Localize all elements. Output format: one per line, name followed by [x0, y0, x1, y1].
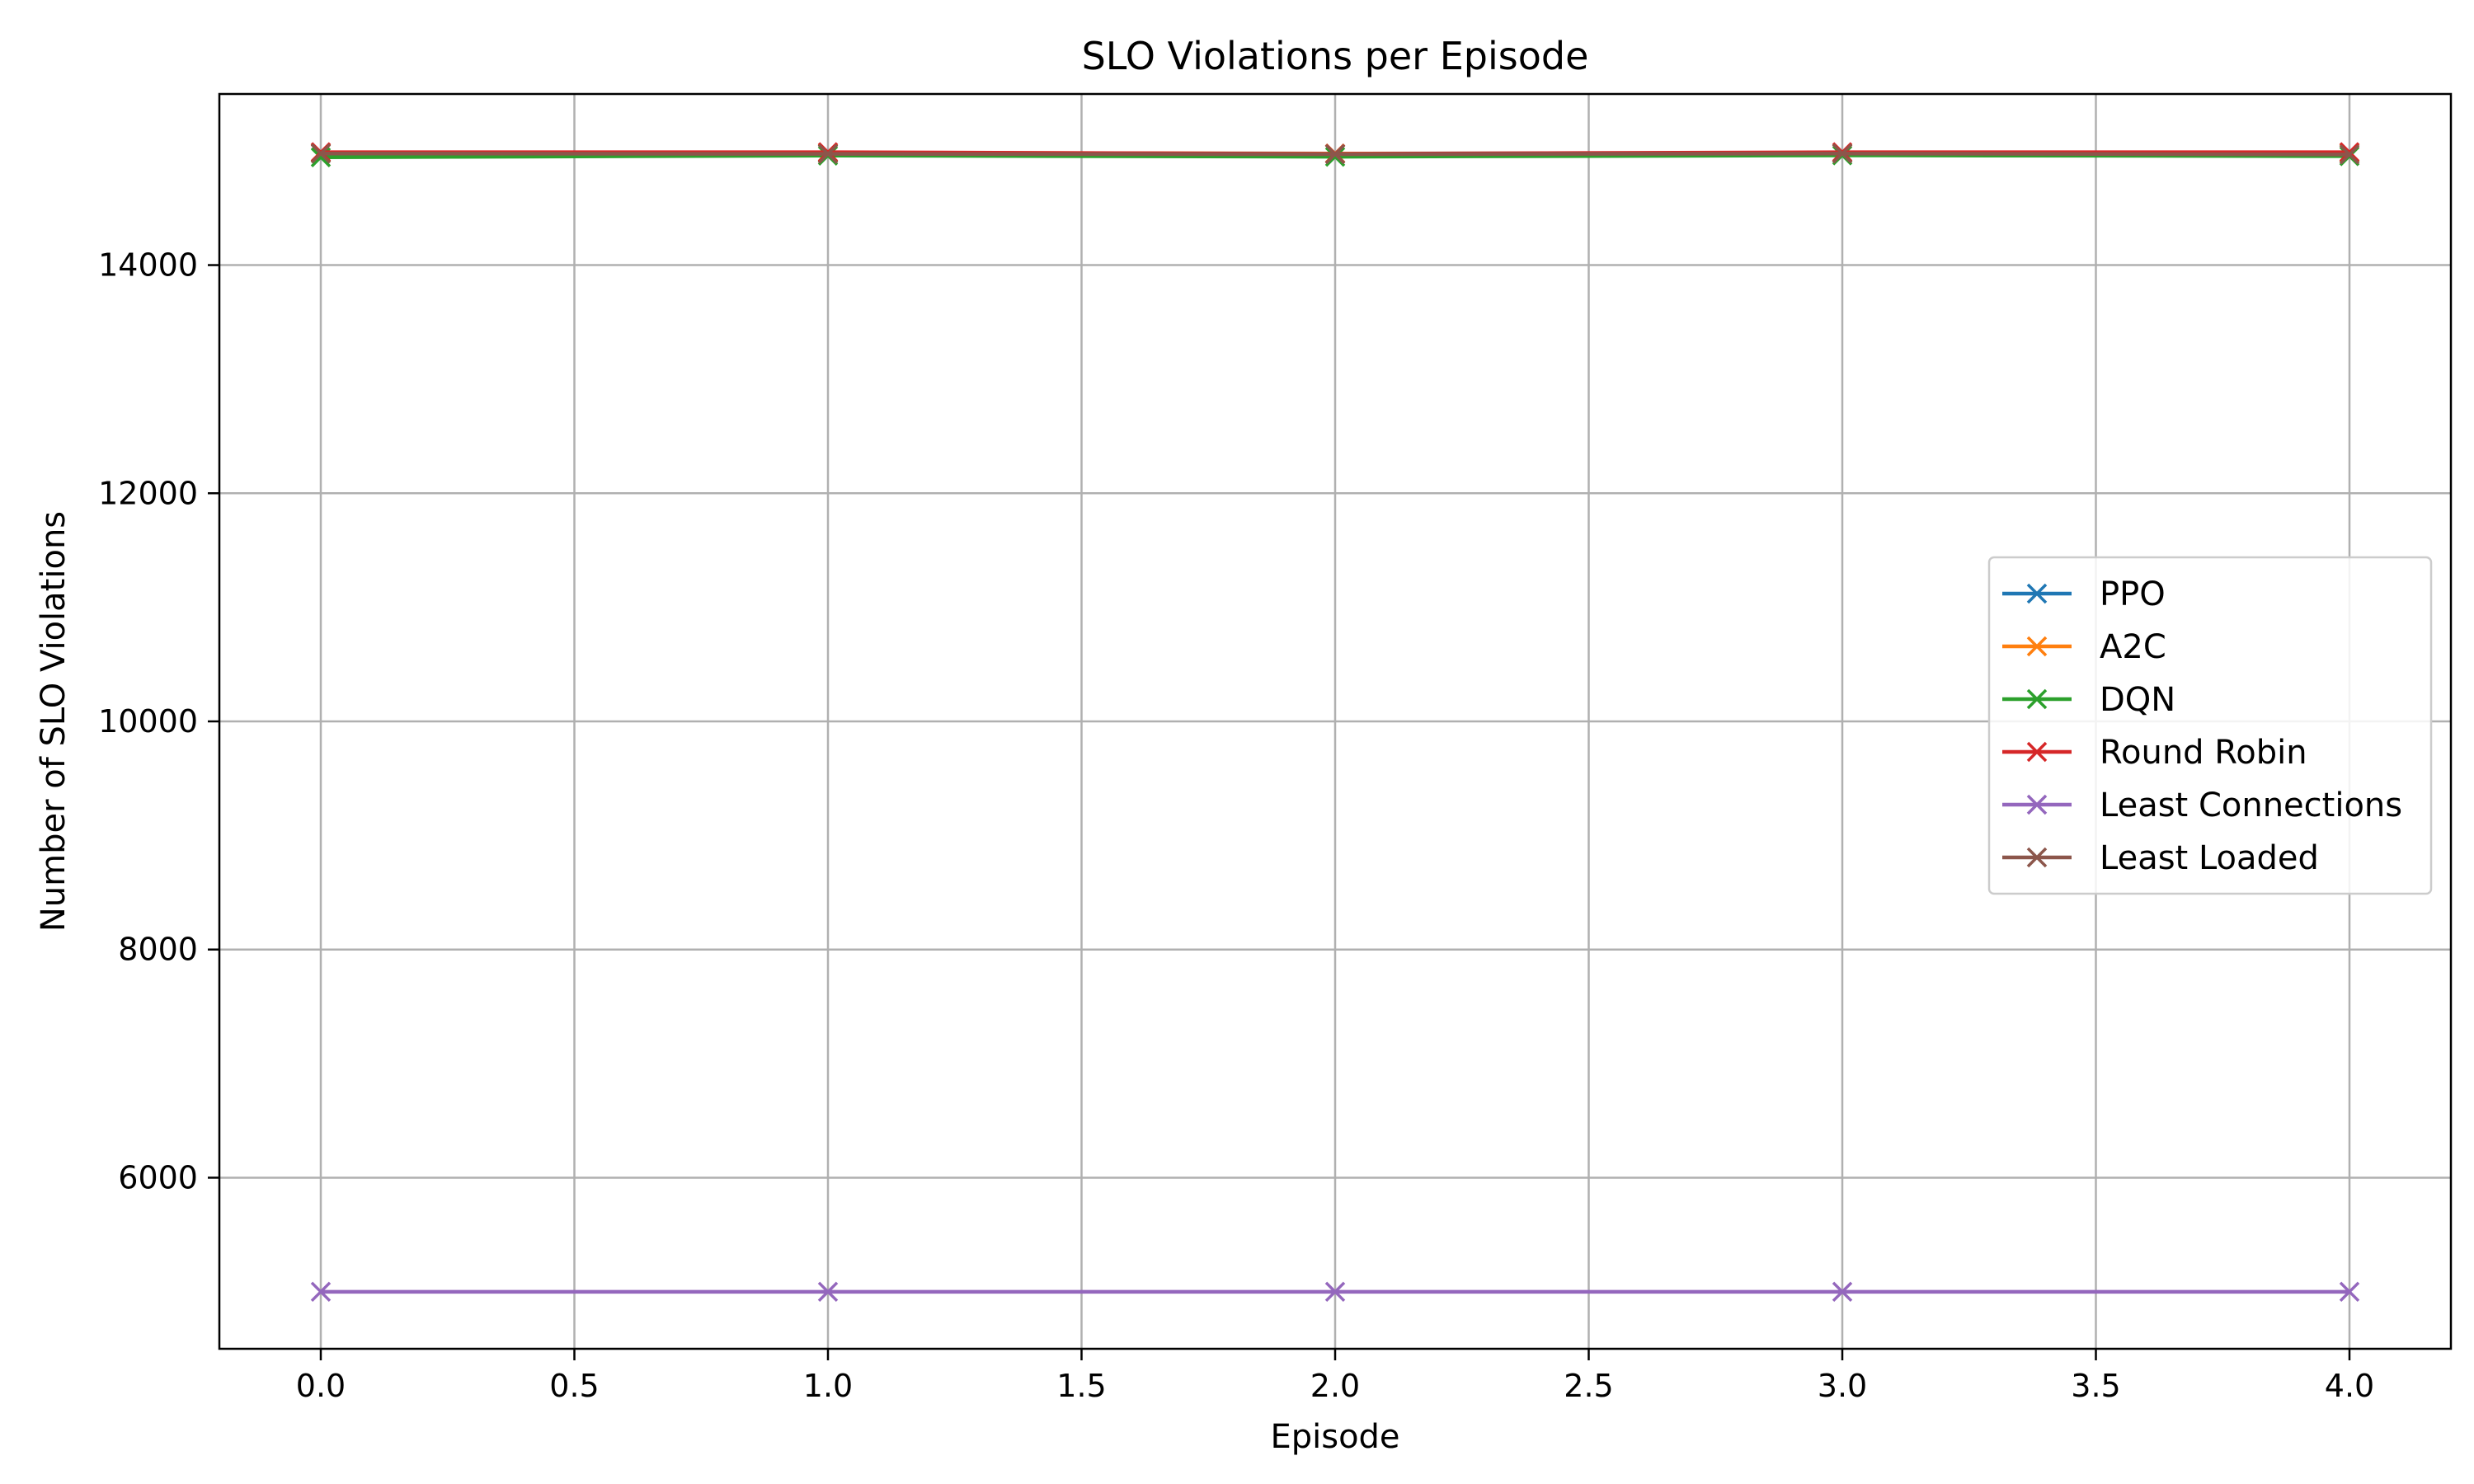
legend-label: PPO	[2100, 575, 2166, 613]
legend-entry-a2c: A2C	[2002, 628, 2166, 666]
legend-box	[1987, 556, 2433, 895]
legend-label: Round Robin	[2100, 734, 2307, 772]
data-point-least-loaded	[310, 143, 332, 164]
data-point-least-connections	[1832, 1281, 1853, 1303]
y-axis-label: Number of SLO Violations	[35, 511, 73, 932]
data-point-least-connections	[817, 1281, 839, 1303]
y-tick-label: 10000	[98, 703, 198, 740]
x-axis-ticks: 0.0 0.5 1.0 1.5 2.0 2.5 3.0 3.5 4.0	[296, 1349, 2374, 1404]
x-tick-label: 3.0	[1818, 1368, 1867, 1404]
series-least-loaded	[310, 143, 2360, 165]
legend-entry-least-loaded: Least Loaded	[2002, 839, 2319, 877]
series-layer	[310, 142, 2360, 1303]
data-point-least-loaded	[1324, 143, 1346, 165]
x-tick-label: 2.5	[1564, 1368, 1613, 1404]
legend-entry-least-connections: Least Connections	[2002, 787, 2402, 824]
legend-marker	[2026, 794, 2048, 815]
x-tick-label: 1.5	[1056, 1368, 1106, 1404]
legend-label: DQN	[2100, 681, 2175, 719]
x-axis-label: Episode	[1270, 1418, 1399, 1456]
legend-marker	[2026, 583, 2048, 604]
data-point-least-connections	[1324, 1281, 1346, 1303]
data-point-dqn	[1324, 146, 1346, 167]
data-point-least-loaded	[2339, 144, 2360, 165]
x-tick-label: 0.5	[549, 1368, 599, 1404]
y-tick-label: 8000	[118, 932, 198, 968]
x-tick-label: 1.0	[803, 1368, 853, 1404]
data-point-least-loaded	[1832, 143, 1853, 164]
chart-title: SLO Violations per Episode	[1082, 34, 1589, 78]
series-least-connections	[310, 1281, 2360, 1303]
data-point-least-connections	[310, 1281, 332, 1303]
y-tick-label: 14000	[98, 247, 198, 284]
legend-marker	[2026, 847, 2048, 868]
legend: PPO A2C DQN Round Robin Least Connections Lea…	[1987, 556, 2433, 895]
data-point-round-robin	[2339, 142, 2360, 162]
grid-lines	[219, 94, 2451, 1349]
y-tick-label: 6000	[118, 1159, 198, 1195]
legend-label: Least Loaded	[2100, 839, 2319, 877]
data-point-least-connections	[2339, 1281, 2360, 1303]
y-tick-label: 12000	[98, 475, 198, 511]
legend-marker	[2026, 741, 2048, 763]
x-tick-label: 4.0	[2325, 1368, 2374, 1404]
x-tick-label: 3.5	[2071, 1368, 2120, 1404]
legend-marker	[2026, 636, 2048, 657]
y-axis-ticks: 6000 8000 10000 12000 14000	[98, 247, 219, 1195]
data-point-least-loaded	[817, 143, 839, 164]
legend-entry-dqn: DQN	[2002, 681, 2175, 719]
legend-label: A2C	[2100, 628, 2166, 666]
legend-entry-round-robin: Round Robin	[2002, 734, 2307, 772]
x-tick-label: 0.0	[296, 1368, 346, 1404]
x-tick-label: 2.0	[1310, 1368, 1360, 1404]
legend-entry-ppo: PPO	[2002, 575, 2166, 613]
legend-marker	[2026, 688, 2048, 710]
legend-label: Least Connections	[2100, 787, 2402, 824]
